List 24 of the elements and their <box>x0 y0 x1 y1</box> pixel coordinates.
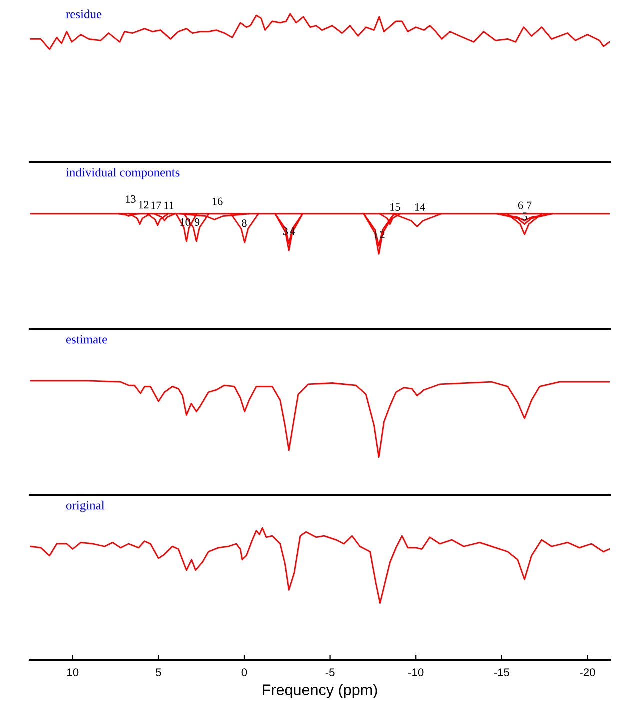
x-tick-label: -5 <box>326 668 335 676</box>
text: 17 <box>152 202 162 210</box>
x-tick-label: 0 <box>242 668 248 676</box>
text: 11 <box>164 202 174 210</box>
x-tick-label: -15 <box>494 668 510 676</box>
annotation: 8 <box>242 220 247 228</box>
x-tick-label: -20 <box>580 668 596 676</box>
chart-title: original <box>66 500 105 512</box>
text: 13 <box>126 195 136 203</box>
text: 14 <box>415 204 426 211</box>
annotation: 9 <box>194 218 200 226</box>
text: 16 <box>212 198 223 206</box>
x-tick-label: 5 <box>156 668 162 676</box>
chart-title: individual components <box>66 168 180 180</box>
chart-title: estimate <box>66 335 108 344</box>
text: 6 <box>518 202 524 210</box>
annotation: 5 <box>522 212 528 220</box>
x-axis-title: Frequency (ppm) <box>263 684 378 698</box>
x-tick-label: -10 <box>408 668 424 676</box>
text: 15 <box>390 204 400 211</box>
x-tick-label: 10 <box>68 668 79 676</box>
chart-title: residue <box>66 10 102 19</box>
text: 7 <box>527 202 532 210</box>
text: 12 <box>139 201 149 209</box>
